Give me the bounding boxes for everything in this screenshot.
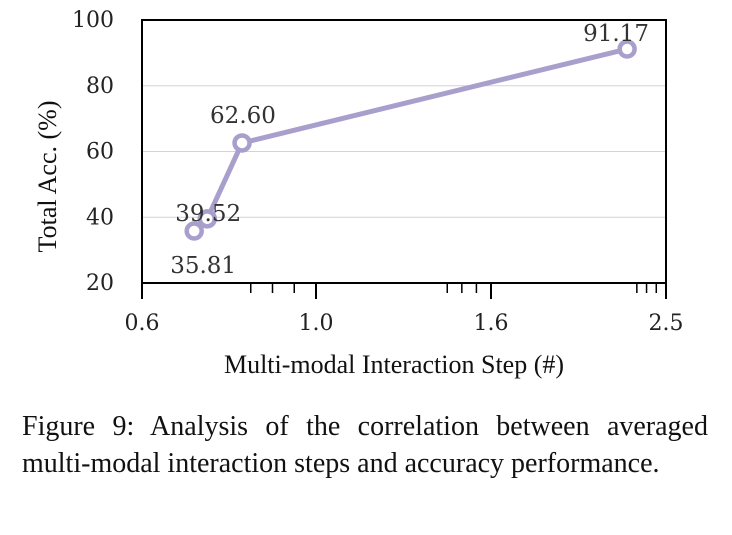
x-tick-label: 1.6: [474, 311, 509, 336]
x-axis-ticks: 0.6 1.0 1.6 2.5: [125, 283, 684, 336]
x-tick-label: 1.0: [299, 311, 334, 336]
y-tick-label: 100: [72, 8, 114, 33]
data-label: 35.81: [170, 253, 236, 279]
figure-caption: Figure 9: Analysis of the correlation be…: [22, 411, 708, 479]
data-point: [617, 39, 637, 59]
series-line: [191, 46, 630, 234]
data-point: [232, 133, 252, 153]
y-axis-ticks: 20 40 60 80 100: [72, 8, 114, 296]
series: 35.81 39.52 62.60 91.17: [170, 21, 649, 279]
x-tick-label: 0.6: [125, 311, 160, 336]
data-label: 39.52: [175, 201, 241, 227]
y-tick-label: 60: [86, 140, 114, 165]
x-tick-label: 2.5: [649, 311, 684, 336]
data-label: 91.17: [583, 21, 649, 47]
x-axis-title: Multi-modal Interaction Step (#): [224, 350, 564, 379]
line-chart: 20 40 60 80 100 0.6 1.0 1.6 2.5 35.81 39.52 62.60…: [33, 8, 684, 379]
data-point: [197, 209, 217, 229]
plot-frame: [141, 19, 667, 284]
y-axis-title: Total Acc. (%): [33, 101, 62, 253]
data-point: [184, 221, 204, 241]
y-tick-label: 80: [86, 74, 114, 99]
gridlines: [142, 85, 666, 218]
y-tick-label: 20: [86, 271, 114, 296]
y-tick-label: 40: [86, 205, 114, 230]
data-label: 62.60: [210, 103, 276, 129]
